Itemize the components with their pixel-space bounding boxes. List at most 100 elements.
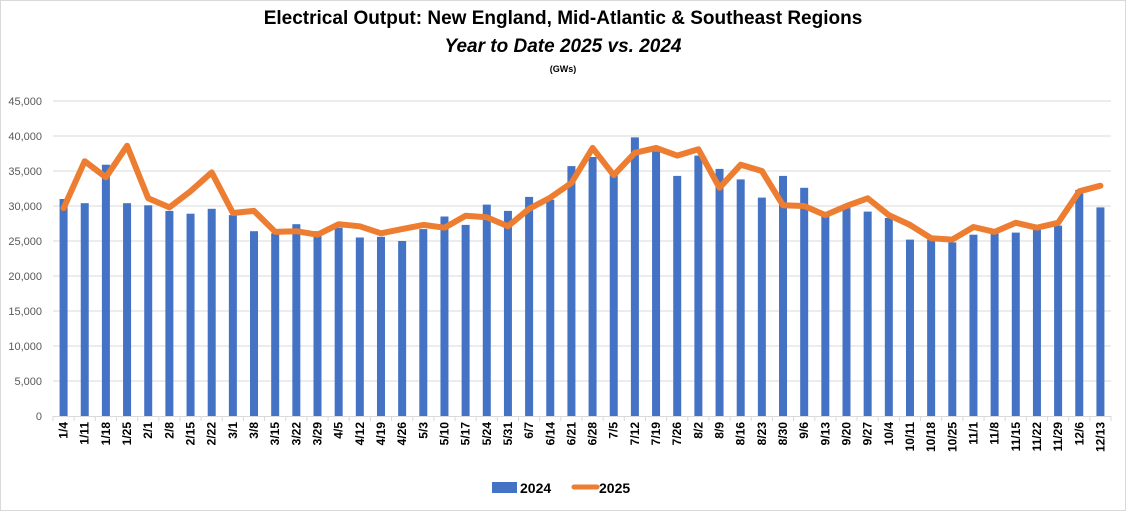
chart-title: Electrical Output: New England, Mid-Atla… [263,8,863,29]
x-tick-label: 6/21 [564,422,578,446]
chart-subtitle: Year to Date 2025 vs. 2024 [444,36,682,57]
legend-label-2025: 2025 [599,480,630,496]
bar-2024 [630,137,639,416]
chart-units-label: (GWs) [549,64,577,74]
x-tick-label: 10/4 [882,422,896,446]
y-tick-label: 35,000 [8,166,42,178]
bar-2024 [525,196,534,416]
x-tick-label: 5/17 [459,422,473,446]
x-tick-label: 9/20 [840,422,854,446]
bar-2024 [588,157,597,416]
bar-2024 [165,210,174,416]
bar-2024 [546,199,555,416]
y-tick-label: 40,000 [8,131,42,143]
bar-2024 [863,211,872,416]
x-tick-label: 2/1 [141,422,155,439]
x-tick-label: 7/26 [670,422,684,446]
bar-2024 [250,231,259,416]
bar-2024 [101,164,110,416]
x-tick-label: 4/19 [374,422,388,446]
bar-2024 [503,210,512,416]
bar-2024 [292,224,301,416]
x-tick-label: 7/5 [607,422,621,439]
x-tick-label: 2/8 [162,422,176,439]
x-tick-label: 9/6 [797,422,811,439]
bar-2024 [334,227,343,416]
bar-2024 [990,229,999,416]
x-tick-label: 7/12 [628,422,642,446]
y-tick-label: 15,000 [8,306,42,318]
bar-2024 [228,215,237,416]
x-tick-label: 5/31 [501,422,515,446]
x-tick-label: 8/23 [755,422,769,446]
bar-2024 [186,213,195,416]
x-tick-label: 11/29 [1051,422,1065,452]
x-tick-label: 3/22 [289,422,303,446]
bar-2024 [969,234,978,416]
bar-2024 [884,217,893,416]
bar-2024 [1032,229,1041,416]
bar-2024 [736,179,745,416]
x-tick-label: 4/26 [395,422,409,446]
bar-2024 [842,208,851,416]
x-tick-label: 1/25 [120,422,134,446]
bar-2024 [652,151,661,416]
x-tick-label: 8/9 [713,422,727,439]
bar-2024 [376,236,385,416]
bar-2024 [694,155,703,416]
bar-2024 [1096,207,1105,416]
x-tick-label: 1/11 [78,422,92,445]
y-tick-label: 20,000 [8,271,42,283]
bar-2024 [144,205,153,416]
x-tick-label: 3/1 [226,422,240,439]
bar-2024 [927,239,936,416]
bar-2024 [1075,189,1084,416]
bar-2024 [609,175,618,416]
x-tick-label: 9/27 [861,422,875,446]
x-tick-label: 11/8 [988,422,1002,445]
bar-2024 [59,199,68,416]
x-tick-label: 3/29 [311,422,325,446]
bar-2024 [821,216,830,416]
x-tick-label: 1/18 [99,422,113,446]
x-tick-label: 10/25 [945,422,959,452]
x-tick-label: 1/4 [57,422,71,439]
x-tick-label: 12/13 [1093,422,1107,452]
y-tick-label: 10,000 [8,341,42,353]
bar-2024 [482,204,491,416]
bar-2024 [355,237,364,416]
bar-2024 [673,175,682,416]
bar-2024 [313,231,322,416]
x-tick-label: 2/22 [205,422,219,446]
bar-2024 [398,241,407,416]
y-tick-label: 5,000 [14,376,42,388]
x-tick-label: 6/14 [543,422,557,446]
x-tick-label: 3/8 [247,422,261,439]
bar-2024 [567,166,576,416]
y-tick-label: 0 [36,411,42,423]
legend-swatch-2024 [492,482,517,493]
x-tick-label: 5/24 [480,422,494,446]
bar-2024 [440,216,449,416]
y-tick-label: 45,000 [8,96,42,108]
line-2025-path [60,142,1104,243]
legend-label-2024: 2024 [520,480,551,496]
bar-2024 [80,203,89,416]
x-tick-label: 11/15 [1009,422,1023,452]
bar-2024 [207,208,216,416]
bar-2024 [271,233,280,416]
bar-2024 [461,224,470,416]
x-tick-label: 4/12 [353,422,367,446]
x-tick-label: 8/2 [691,422,705,439]
y-tick-label: 25,000 [8,236,42,248]
line-2025 [60,142,1104,243]
bar-2024 [1011,232,1020,416]
x-axis: 1/4 1/11 1/18 1/25 2/1 2/8 2/15 2/22 3/1 3/8 3/15 3… [52,416,1112,452]
x-tick-label: 6/28 [586,422,600,446]
x-tick-label: 10/18 [924,422,938,452]
bar-2024 [757,197,766,416]
y-axis: 0 5,000 10,000 15,000 20,000 25,000 30,000 35,0… [8,96,42,423]
bars-2024 [59,137,1105,416]
x-tick-label: 9/13 [818,422,832,446]
